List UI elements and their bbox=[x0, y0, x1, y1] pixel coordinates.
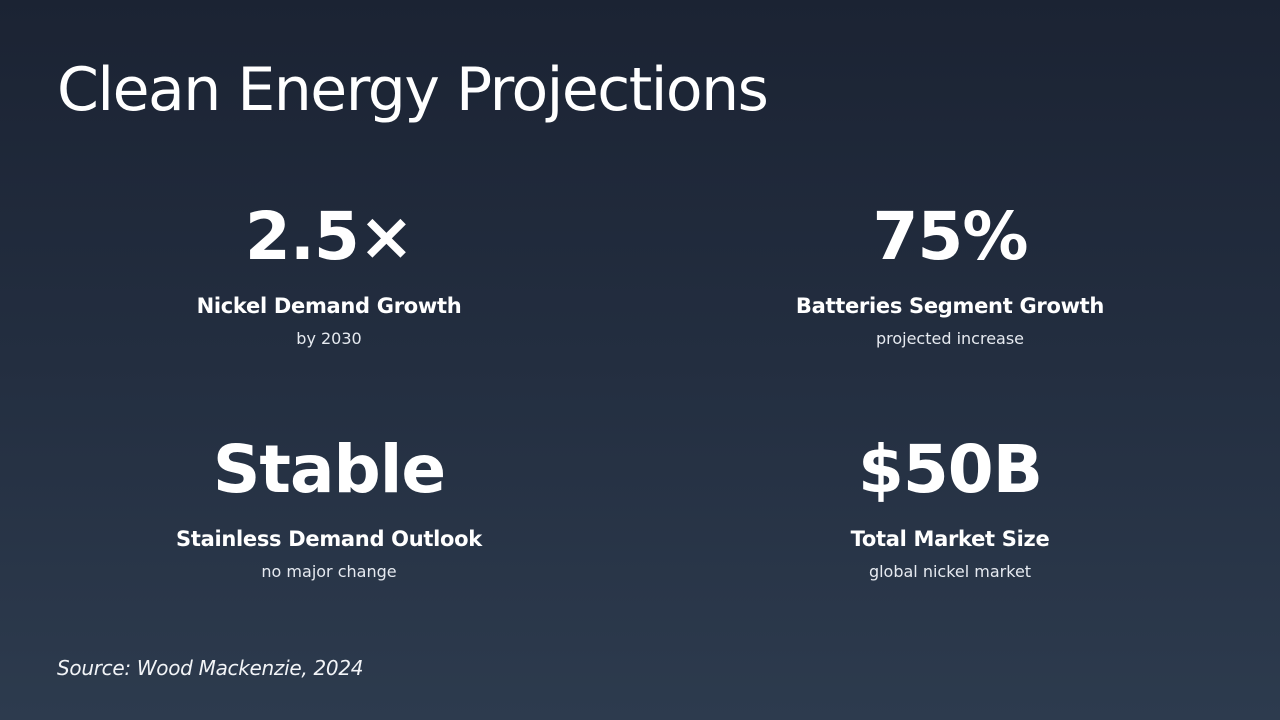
stat-card-nickel-demand: 2.5× Nickel Demand Growth by 2030 bbox=[49, 197, 609, 350]
stat-label: Nickel Demand Growth bbox=[196, 294, 462, 318]
stat-card-stainless-outlook: Stable Stainless Demand Outlook no major… bbox=[49, 430, 609, 583]
stat-subtext: global nickel market bbox=[868, 562, 1032, 581]
slide-title: Clean Energy Projections bbox=[57, 55, 769, 125]
stat-card-market-size: $50B Total Market Size global nickel mar… bbox=[670, 430, 1230, 583]
stat-label: Total Market Size bbox=[850, 527, 1050, 551]
source-note: Source: Wood Mackenzie, 2024 bbox=[57, 656, 364, 680]
stat-label: Stainless Demand Outlook bbox=[176, 527, 482, 551]
stat-value: 75% bbox=[872, 198, 1029, 275]
stat-value: Stable bbox=[212, 431, 446, 508]
stat-subtext: by 2030 bbox=[296, 329, 362, 348]
stat-value: 2.5× bbox=[244, 198, 414, 275]
stat-subtext: no major change bbox=[261, 562, 397, 581]
stat-label: Batteries Segment Growth bbox=[795, 294, 1105, 318]
stat-value: $50B bbox=[857, 431, 1043, 508]
stat-card-batteries-growth: 75% Batteries Segment Growth projected i… bbox=[670, 197, 1230, 350]
stat-subtext: projected increase bbox=[875, 329, 1025, 348]
